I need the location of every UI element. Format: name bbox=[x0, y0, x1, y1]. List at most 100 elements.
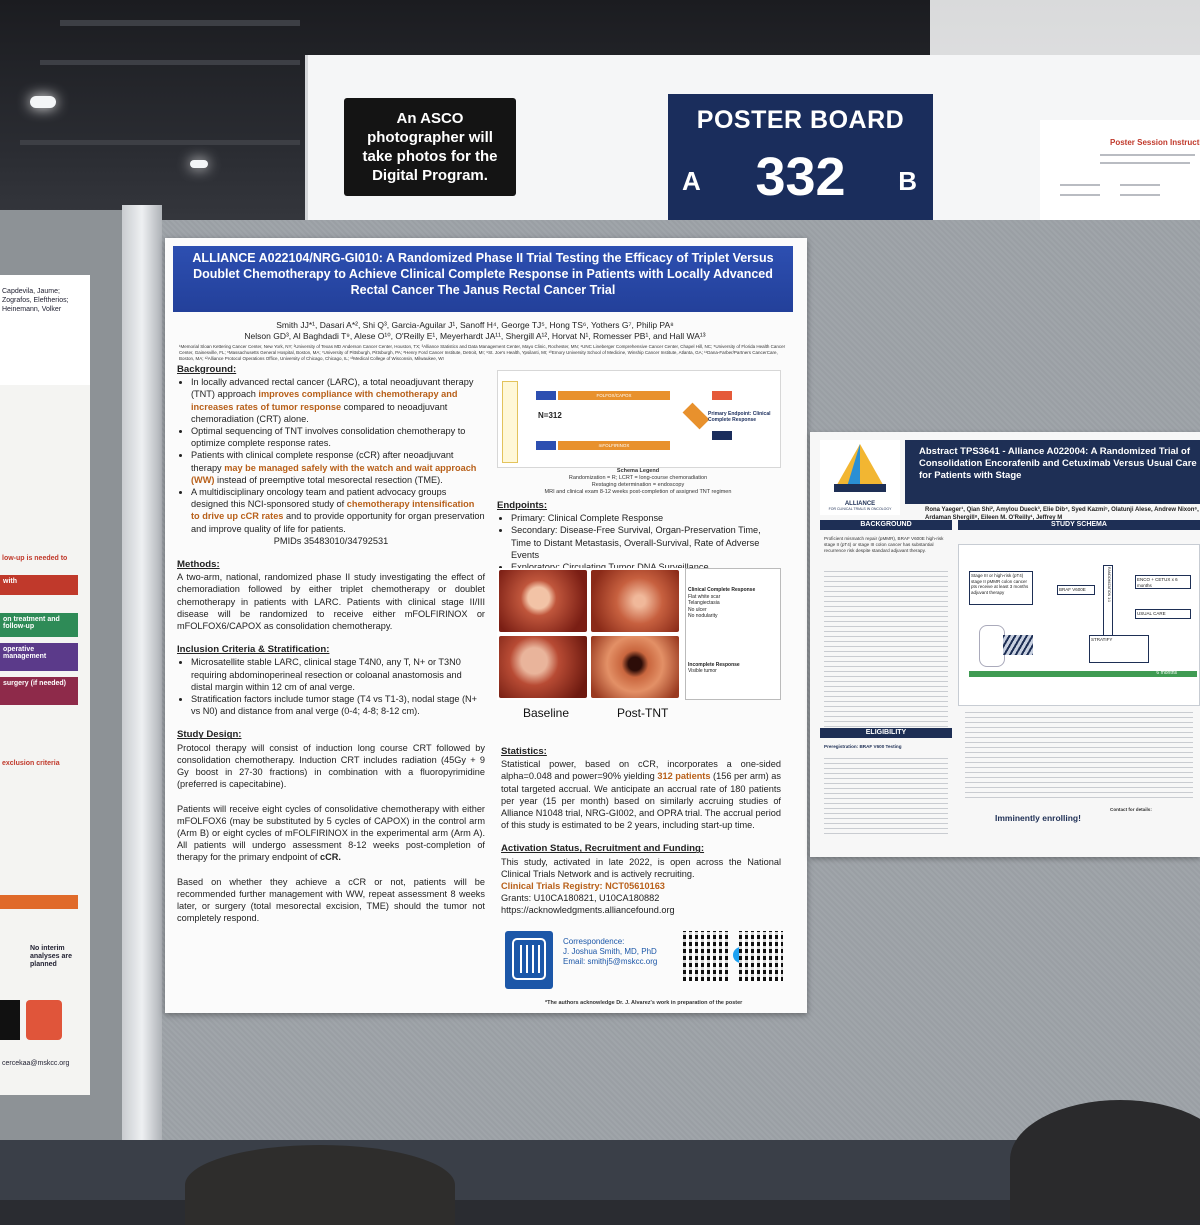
background-item: A multidisciplinary oncology team and pa… bbox=[191, 486, 485, 535]
statistics-text: Statistical power, based on cCR, incorpo… bbox=[501, 759, 781, 831]
corr-name: J. Joshua Smith, MD, PhD bbox=[563, 947, 657, 956]
contact-label: Contact for details: bbox=[1110, 807, 1152, 812]
study-design-heading: Study Design: bbox=[177, 729, 242, 741]
body-figure bbox=[979, 625, 1005, 667]
left-poster-box: surgery (if needed) bbox=[0, 677, 78, 705]
background-item: Patients with clinical complete response… bbox=[191, 449, 485, 486]
poster-title: ALLIANCE A022104/NRG-GI010: A Randomized… bbox=[192, 251, 774, 297]
background-list: In locally advanced rectal cancer (LARC)… bbox=[177, 376, 485, 535]
alliance-logo-text: ALLIANCE bbox=[844, 501, 876, 507]
schema-lcrt-b bbox=[536, 441, 556, 450]
eligibility-text-block bbox=[824, 754, 948, 834]
poster-affiliations: ¹Memorial Sloan Kettering Cancer Center,… bbox=[179, 344, 786, 361]
background-item: In locally advanced rectal cancer (LARC)… bbox=[191, 376, 485, 425]
schema-usual-care-box: USUAL CARE bbox=[1135, 609, 1191, 619]
text-line bbox=[1120, 184, 1160, 186]
activation-text: This study, activated in late 2022, is o… bbox=[501, 856, 781, 879]
grants: Grants: U10CA180821, U10CA180882 bbox=[501, 893, 660, 904]
schema-legend-title: Schema Legend bbox=[616, 468, 660, 474]
endo-icr-title: Incomplete Response bbox=[688, 661, 740, 668]
endoscopy-image-baseline-1 bbox=[499, 570, 587, 632]
inclusion-item: Microsatellite stable LARC, clinical sta… bbox=[191, 656, 485, 693]
label-baseline: Baseline bbox=[523, 706, 570, 720]
background-item: Optimal sequencing of TNT involves conso… bbox=[191, 425, 485, 449]
acknowledgments-url[interactable]: https://acknowledgments.alliancefound.or… bbox=[501, 905, 675, 916]
text-line bbox=[1060, 194, 1100, 196]
endpoint-item: Secondary: Disease-Free Survival, Organ-… bbox=[511, 524, 781, 561]
correspondence-text: Correspondence: J. Joshua Smith, MD, PhD… bbox=[563, 937, 657, 967]
endoscopy-legend: Clinical Complete Response Flat white sc… bbox=[685, 568, 781, 700]
inclusion-item: Stratification factors include tumor sta… bbox=[191, 693, 485, 717]
schema-arm-a: FOLFOX/CAPOX bbox=[558, 391, 670, 400]
corr-email: Email: smithj5@mskcc.org bbox=[563, 957, 658, 966]
schema-lcrt-a bbox=[536, 391, 556, 400]
alliance-logo-icon bbox=[834, 444, 886, 492]
left-poster-orange-bar bbox=[0, 895, 78, 909]
schema-decision-diamond bbox=[682, 402, 710, 430]
schema-timeline-bar: 6 months bbox=[969, 670, 1197, 677]
poster-title-banner bbox=[173, 246, 793, 312]
session-instructions-sheet: Poster Session Instructions bbox=[1040, 120, 1200, 230]
photographer-notice-sign: An ASCO photographer will take photos fo… bbox=[344, 98, 516, 196]
ceiling-light bbox=[30, 96, 56, 108]
qr-code[interactable] bbox=[739, 931, 783, 981]
imminently-enrolling: Imminently enrolling! bbox=[995, 813, 1081, 823]
trial-schema-figure: N=312 FOLFOX/CAPOX mFOLFIRINOX Primary E… bbox=[497, 370, 781, 468]
schema-primary-endpoint: Primary Endpoint: Clinical Complete Resp… bbox=[708, 411, 771, 423]
schema-braf-box: BRAF V600E bbox=[1057, 585, 1095, 595]
text-line bbox=[1100, 154, 1195, 156]
poster-board-title: POSTER BOARD bbox=[696, 106, 905, 134]
schema-arm-b: mFOLFIRINOX bbox=[558, 441, 670, 450]
chair bbox=[185, 1145, 455, 1225]
right-background-heading: BACKGROUND bbox=[820, 520, 952, 530]
study-design-p3: Based on whether they achieve a cCR or n… bbox=[177, 876, 485, 924]
eligibility-text: Preregistration: BRAF V600 Testing bbox=[824, 744, 902, 749]
study-schema-figure: Stage III or high-risk (pT4) stage II pM… bbox=[958, 544, 1200, 706]
mskcc-logo-icon bbox=[512, 938, 546, 980]
board-side-a: A bbox=[682, 166, 701, 196]
ceiling-truss bbox=[20, 140, 300, 145]
left-poster-no-interim: No interim analyses are planned bbox=[30, 945, 73, 968]
correspondence-block: Correspondence: J. Joshua Smith, MD, PhD… bbox=[505, 931, 783, 999]
left-poster-box: operative management bbox=[0, 643, 78, 671]
schema-legend: Schema Legend Randomization = R; LCRT = … bbox=[497, 468, 779, 496]
methods-heading: Methods: bbox=[177, 559, 220, 571]
label-post-tnt: Post-TNT bbox=[617, 706, 669, 720]
poster-right-column: Statistics: Statistical power, based on … bbox=[501, 742, 781, 917]
statistics-heading: Statistics: bbox=[501, 746, 547, 757]
text-line bbox=[1120, 194, 1160, 196]
alliance-logo-subtext: FOR CLINICAL TRIALS IN ONCOLOGY bbox=[828, 507, 892, 511]
endpoint-item: Exploratory: Circulating Tumor DNA Surve… bbox=[511, 561, 781, 573]
acknowledgement: *The authors acknowledge Dr. J. Alvarez'… bbox=[545, 1000, 743, 1006]
ceiling-truss bbox=[40, 60, 300, 65]
dna-icon bbox=[1003, 635, 1033, 655]
left-poster-partial: Capdevila, Jaume; Zografos, Eleftherios;… bbox=[0, 275, 90, 1095]
left-poster-authors: Capdevila, Jaume; Zografos, Eleftherios;… bbox=[2, 288, 69, 313]
background-heading: Background: bbox=[177, 364, 237, 375]
timeline-6-months: 6 months bbox=[1156, 670, 1177, 676]
board-support-pole bbox=[122, 205, 162, 1200]
eligibility-heading: ELIGIBILITY bbox=[820, 728, 952, 738]
photographer-notice-text: An ASCO photographer will take photos fo… bbox=[362, 110, 498, 184]
endpoint-item: Primary: Clinical Complete Response bbox=[511, 512, 781, 524]
qr-code[interactable] bbox=[683, 931, 729, 981]
study-design-p1: Protocol therapy will consist of inducti… bbox=[177, 742, 485, 790]
activation-heading: Activation Status, Recruitment and Fundi… bbox=[501, 843, 705, 855]
endpoints-heading: Endpoints: bbox=[497, 500, 548, 511]
endpoints-section: Endpoints: Primary: Clinical Complete Re… bbox=[497, 496, 781, 573]
poster-board-number: 332 bbox=[755, 147, 846, 207]
inclusion-list: Microsatellite stable LARC, clinical sta… bbox=[177, 656, 485, 717]
right-poster-authors: Rona Yaeger¹, Qian Shi², Amylou Dueck³, … bbox=[925, 507, 1199, 521]
main-poster: ALLIANCE A022104/NRG-GI010: A Randomized… bbox=[165, 238, 807, 1013]
mskcc-logo bbox=[505, 931, 553, 989]
endoscopy-image-post-2 bbox=[591, 636, 679, 698]
authors-line-1: Smith JJ*¹, Dasari A*², Shi Q³, Garcia-A… bbox=[276, 320, 674, 330]
right-background-text-block bbox=[824, 567, 948, 727]
schema-legend-line: MRI and clinical exam 8-12 weeks post-co… bbox=[544, 489, 732, 495]
authors-line-2: Nelson GD³, Al Baghdadi T⁹, Alese O¹⁰, O… bbox=[244, 331, 706, 341]
study-design-p2: Patients will receive eight cycles of co… bbox=[177, 803, 485, 863]
poster-board-sign: POSTER BOARD 332 A B bbox=[668, 94, 933, 236]
left-poster-qr bbox=[0, 1000, 20, 1040]
ceiling-truss bbox=[60, 20, 300, 26]
schema-stage-box: Stage III or high-risk (pT4) stage II pM… bbox=[969, 571, 1033, 605]
